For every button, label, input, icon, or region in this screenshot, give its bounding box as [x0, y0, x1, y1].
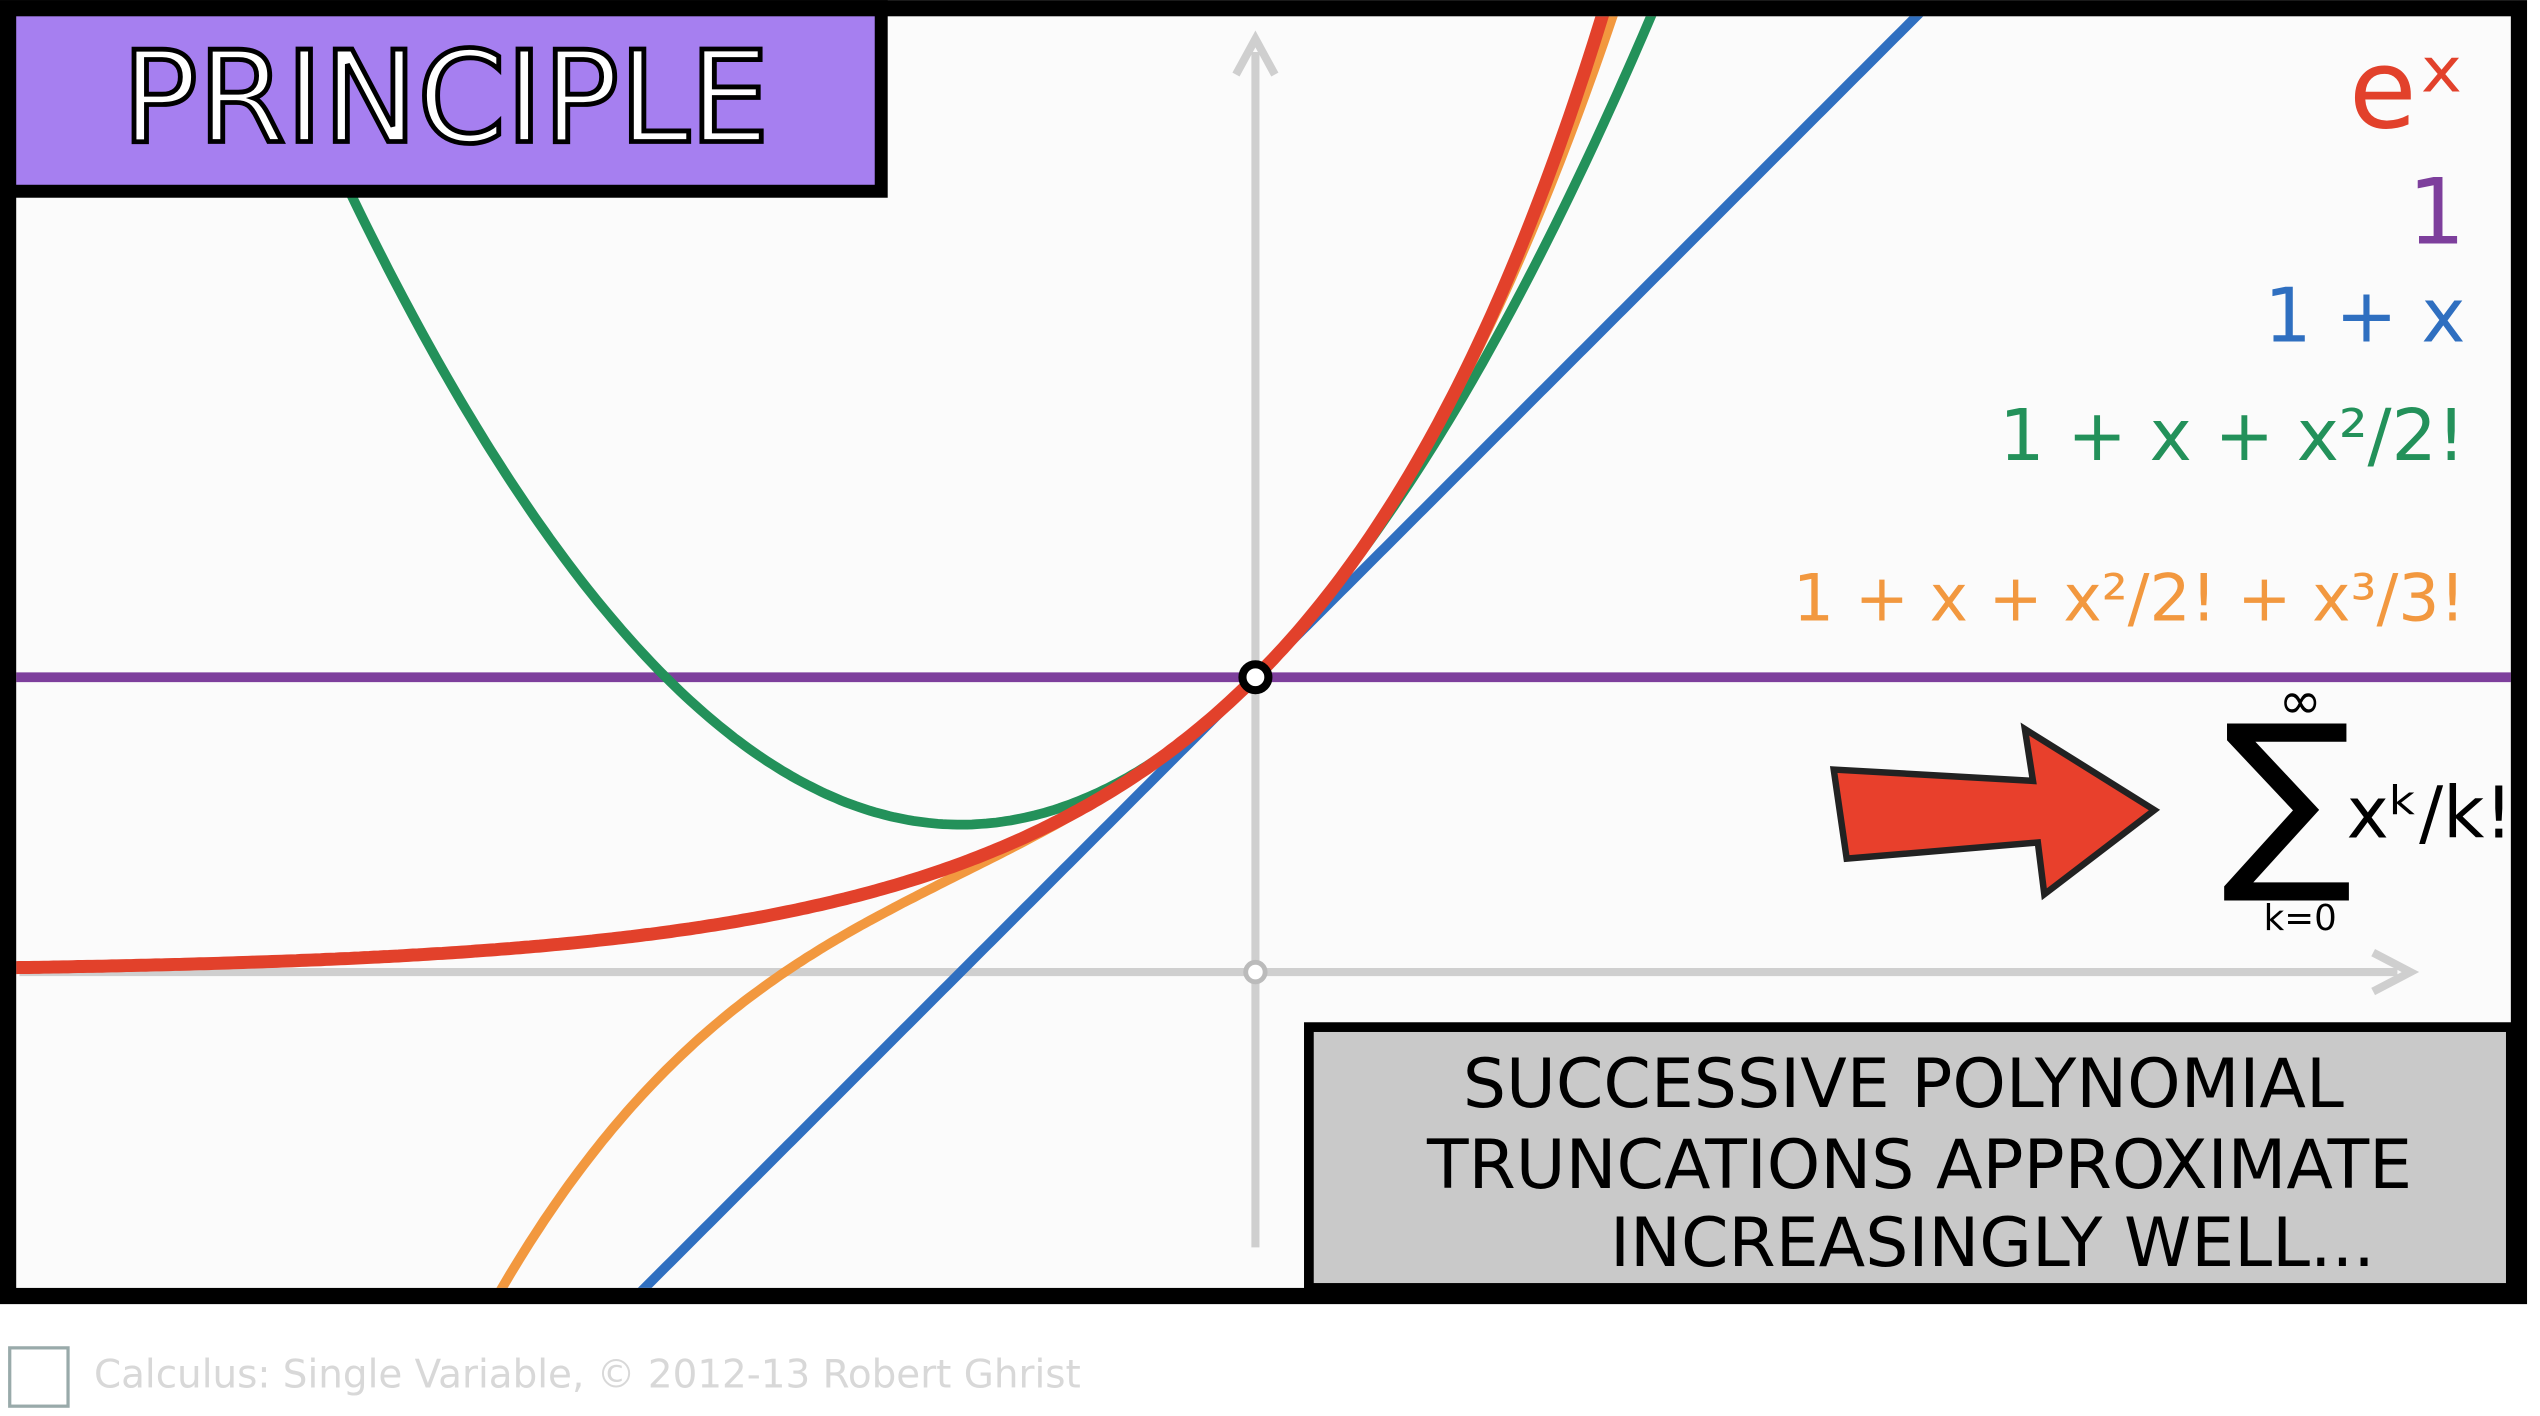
- logo: [8, 1346, 70, 1408]
- formula: eˣ: [2349, 26, 2466, 154]
- sum-upper: ∞: [2279, 672, 2322, 732]
- title: PRINCIPLE: [122, 25, 770, 172]
- arrow: [1829, 722, 2161, 901]
- title-box: [0, 0, 888, 198]
- caption-line: TRUNCATIONS APPROXIMATE: [1426, 1126, 2412, 1205]
- sum-symbol: ∑: [2222, 683, 2353, 909]
- axes: [19, 30, 2420, 1248]
- formula: 1 + x: [2264, 272, 2465, 359]
- footer-credit: Calculus: Single Variable, © 2012-13 Rob…: [94, 1353, 1081, 1398]
- point: [1238, 660, 1273, 695]
- sum-term: xᵏ/k!: [2347, 772, 2513, 855]
- origin: [1243, 959, 1268, 985]
- frame: [0, 0, 2528, 1305]
- x-axis-arrow: [2371, 949, 2420, 996]
- formula: 1: [2408, 161, 2466, 266]
- caption-line: INCREASINGLY WELL...: [1610, 1204, 2375, 1283]
- sum-lower: k=0: [2264, 898, 2337, 939]
- y-axis-arrow: [1232, 30, 1279, 77]
- formula: 1 + x + x²/2!: [1999, 394, 2465, 477]
- formula: 1 + x + x²/2! + x³/3!: [1793, 561, 2466, 636]
- caption-line: SUCCESSIVE POLYNOMIAL: [1463, 1045, 2344, 1124]
